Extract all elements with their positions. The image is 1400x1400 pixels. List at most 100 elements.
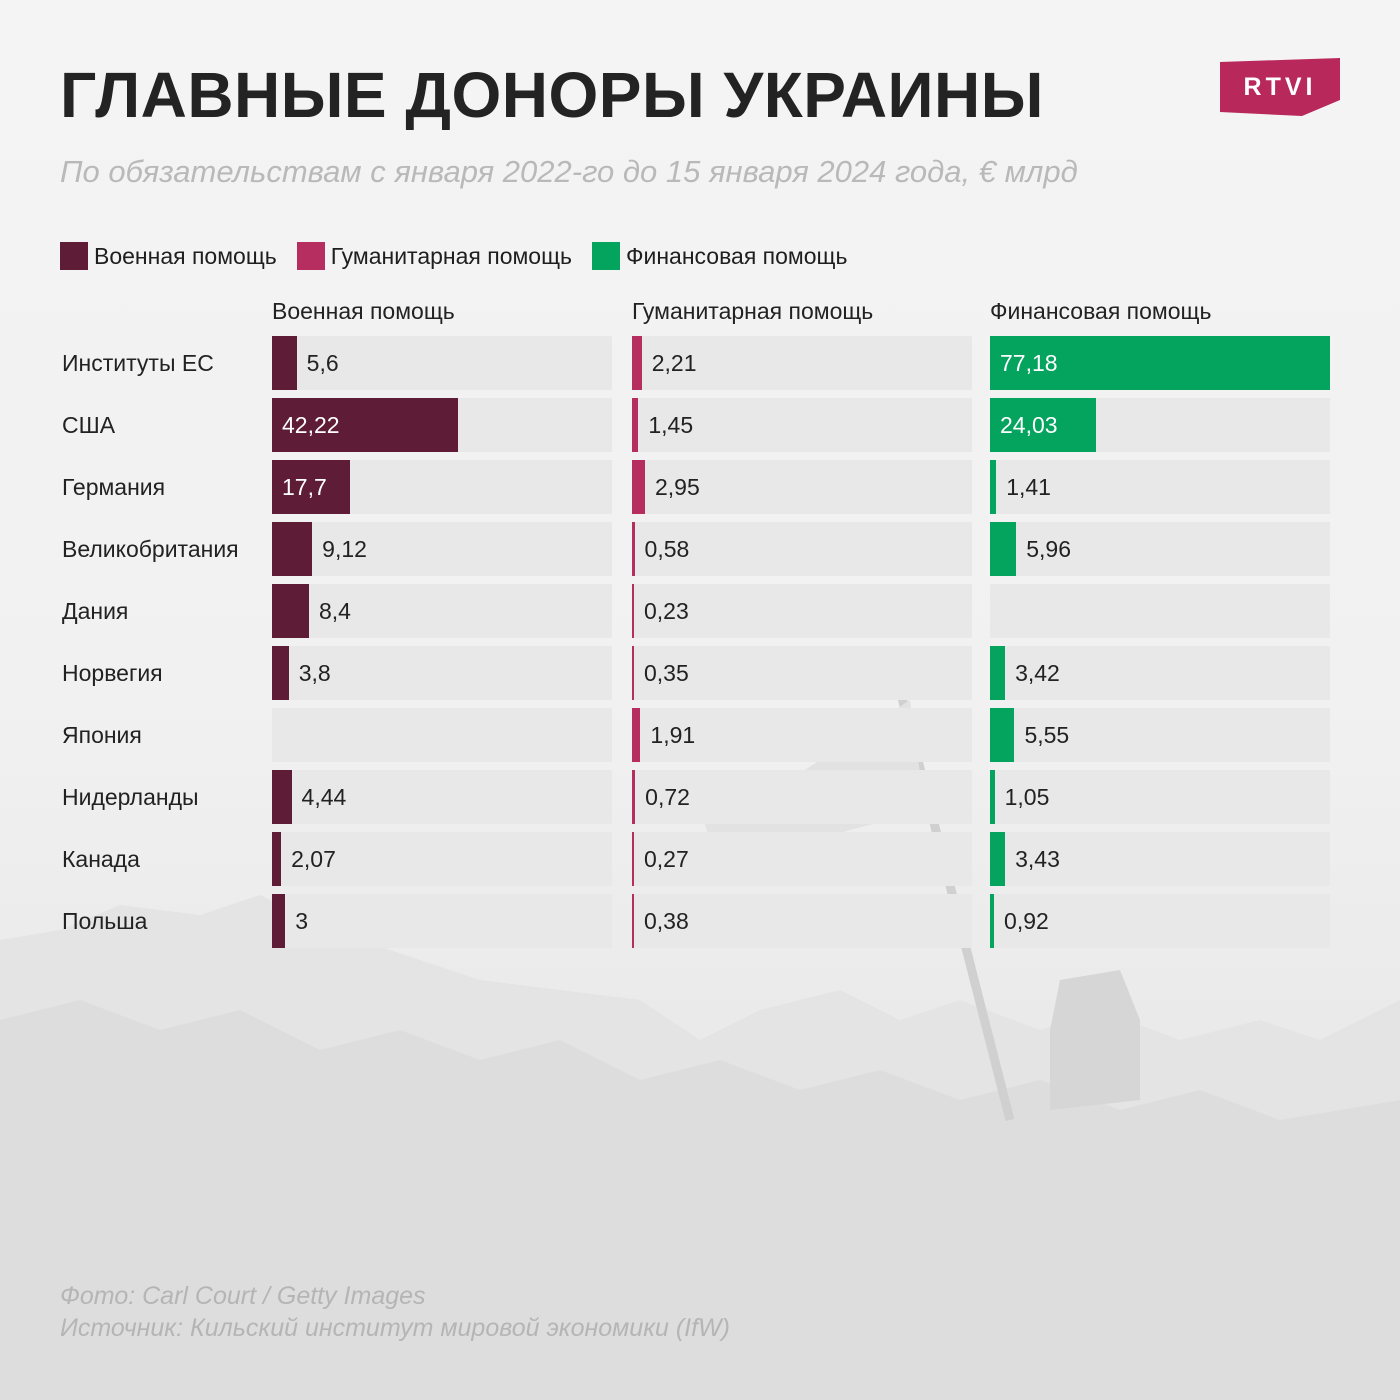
column-header-financial: Финансовая помощь (990, 298, 1212, 324)
bar-track-financial: 0,92 (990, 894, 1330, 948)
value-label-financial: 5,55 (1024, 722, 1070, 748)
bar-track-military: 17,7 (272, 460, 612, 514)
bar-track-financial: 3,43 (990, 832, 1330, 886)
bar-track-military: 3,8 (272, 646, 612, 700)
country-label: Институты ЕС (62, 350, 214, 376)
legend-label-military: Военная помощь (94, 242, 277, 269)
bar-financial (990, 832, 1006, 886)
bar-track-military (272, 708, 612, 762)
bar-financial (990, 336, 1330, 390)
bar-military (272, 522, 313, 576)
bar-financial (990, 522, 1017, 576)
value-label-humanitarian: 0,35 (644, 660, 689, 686)
bar-financial (990, 398, 1096, 452)
bar-military (272, 336, 297, 390)
bar-track-financial (990, 584, 1330, 638)
chart-title: ГЛАВНЫЕ ДОНОРЫ УКРАИНЫ (60, 59, 1044, 131)
bar-track-humanitarian: 0,38 (632, 894, 972, 948)
value-label-military: 17,7 (282, 474, 327, 500)
value-label-financial: 3,42 (1015, 660, 1060, 686)
value-label-military: 3,8 (298, 660, 331, 686)
value-label-humanitarian: 2,21 (651, 350, 697, 376)
bar-track-humanitarian: 2,21 (632, 336, 972, 390)
bar-track-humanitarian: 1,45 (632, 398, 972, 452)
bar-humanitarian (632, 398, 639, 452)
bar-humanitarian (632, 522, 635, 576)
bar-humanitarian (632, 460, 645, 514)
bar-track-financial: 24,03 (990, 398, 1330, 452)
bar-track-military: 8,4 (272, 584, 612, 638)
value-label-humanitarian: 0,27 (644, 846, 689, 872)
value-label-financial: 3,43 (1015, 846, 1060, 872)
country-label: Норвегия (62, 660, 163, 686)
bar-track-financial: 5,96 (990, 522, 1330, 576)
bar-military (272, 894, 286, 948)
bar-financial (990, 460, 997, 514)
rtvi-logo: RTVI (1220, 58, 1340, 118)
value-label-military: 5,6 (306, 350, 339, 376)
bar-track-humanitarian: 0,23 (632, 584, 972, 638)
bar-track-humanitarian: 0,35 (632, 646, 972, 700)
bar-track-financial: 77,18 (990, 336, 1330, 390)
value-label-financial: 1,05 (1004, 784, 1050, 810)
bar-military (272, 832, 282, 886)
value-label-financial: 0,92 (1004, 908, 1049, 934)
country-label: США (62, 412, 116, 438)
value-label-military: 8,4 (319, 598, 351, 624)
bar-humanitarian (632, 646, 634, 700)
value-label-humanitarian: 0,58 (644, 536, 690, 562)
country-label: Нидерланды (62, 784, 199, 810)
value-label-humanitarian: 2,95 (654, 474, 700, 500)
source-credit: Источник: Кильский институт мировой экон… (60, 1314, 730, 1342)
bar-track-humanitarian: 0,72 (632, 770, 972, 824)
value-label-military: 42,22 (282, 412, 340, 438)
bar-humanitarian (632, 708, 641, 762)
bar-military (272, 584, 309, 638)
value-label-financial: 77,18 (1000, 350, 1058, 376)
bar-humanitarian (632, 832, 634, 886)
bar-track-financial: 5,55 (990, 708, 1330, 762)
bar-track-humanitarian: 0,27 (632, 832, 972, 886)
bar-track-military: 9,12 (272, 522, 612, 576)
legend-item-humanitarian: Гуманитарная помощь (296, 242, 572, 270)
bar-military (272, 460, 350, 514)
bar-military (272, 398, 458, 452)
bar-humanitarian (632, 584, 634, 638)
value-label-financial: 24,03 (1000, 412, 1058, 438)
value-label-humanitarian: 0,23 (644, 598, 689, 624)
column-header-military: Военная помощь (272, 298, 455, 324)
value-label-military: 3 (295, 908, 308, 934)
value-label-financial: 1,41 (1006, 474, 1051, 500)
bar-track-humanitarian: 1,91 (632, 708, 972, 762)
value-label-military: 4,44 (301, 784, 347, 810)
country-label: Япония (62, 722, 142, 748)
bar-humanitarian (632, 770, 636, 824)
value-label-humanitarian: 1,45 (648, 412, 694, 438)
bar-track-military: 4,44 (272, 770, 612, 824)
value-label-military: 9,12 (322, 536, 367, 562)
legend-item-financial: Финансовая помощь (592, 242, 847, 270)
chart-subtitle: По обязательствам с января 2022-го до 15… (60, 154, 1078, 189)
legend-label-financial: Финансовая помощь (626, 242, 848, 269)
value-label-humanitarian: 0,38 (644, 908, 689, 934)
bar-track-military: 2,07 (272, 832, 612, 886)
column-header-humanitarian: Гуманитарная помощь (632, 298, 874, 324)
bar-track-financial: 3,42 (990, 646, 1330, 700)
legend-swatch-military (60, 242, 88, 270)
bar-track-military: 3 (272, 894, 612, 948)
bar-humanitarian (632, 336, 642, 390)
legend-label-humanitarian: Гуманитарная помощь (330, 242, 572, 269)
bar-track-humanitarian: 2,95 (632, 460, 972, 514)
bar-financial (990, 894, 995, 948)
country-label: Канада (62, 846, 140, 872)
legend-swatch-financial (592, 242, 620, 270)
bar-track-humanitarian: 0,58 (632, 522, 972, 576)
value-label-financial: 5,96 (1026, 536, 1072, 562)
bar-track-financial: 1,05 (990, 770, 1330, 824)
bar-financial (990, 770, 995, 824)
logo-text: RTVI (1244, 73, 1317, 101)
country-label: Дания (62, 598, 129, 624)
legend: Военная помощь Гуманитарная помощь Финан… (60, 242, 867, 270)
legend-item-military: Военная помощь (60, 242, 277, 270)
